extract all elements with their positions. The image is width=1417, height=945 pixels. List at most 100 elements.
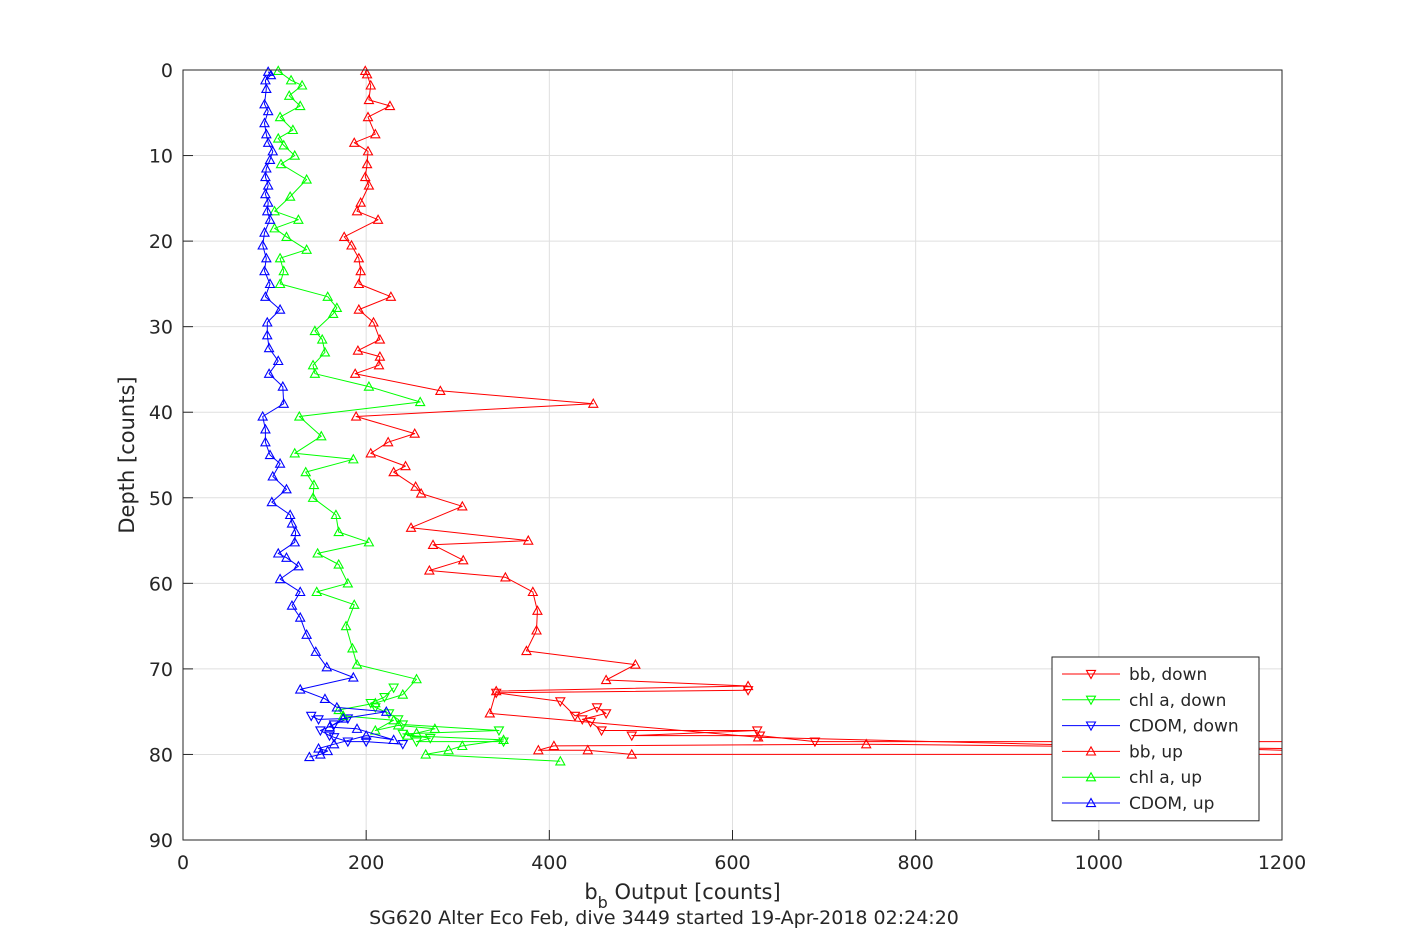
legend-marker (1085, 669, 1097, 680)
data-point (600, 674, 612, 685)
data-point (328, 738, 340, 749)
data-point (424, 734, 436, 744)
data-point (264, 278, 276, 289)
data-point (359, 171, 371, 182)
data-point (347, 453, 359, 464)
data-point (260, 162, 272, 173)
y-tick-label: 60 (149, 573, 173, 595)
data-point (269, 205, 281, 216)
x-tick-label: 400 (531, 852, 567, 874)
data-point (281, 483, 292, 494)
data-point (272, 547, 284, 558)
data-point (259, 98, 270, 109)
data-point (319, 693, 331, 703)
data-point (363, 179, 375, 190)
data-point (342, 737, 354, 748)
data-point (322, 291, 334, 301)
data-point (522, 534, 534, 545)
data-point (330, 509, 342, 520)
data-point (363, 380, 375, 391)
data-point (353, 278, 365, 289)
data-point (388, 734, 400, 745)
data-point (337, 712, 349, 723)
series-bb-down (490, 686, 1282, 748)
data-point (301, 173, 313, 184)
data-point (333, 558, 345, 569)
data-point (348, 137, 360, 147)
data-point (289, 447, 301, 458)
data-point (257, 239, 269, 250)
y-tick-label: 70 (149, 659, 173, 681)
data-point (261, 316, 273, 327)
data-point (582, 744, 594, 755)
data-point (285, 74, 297, 85)
data-point (259, 291, 271, 301)
data-point (591, 703, 603, 714)
data-point (313, 742, 324, 753)
data-point (327, 308, 339, 318)
x-axis-label-b: b (584, 880, 597, 904)
data-point (262, 179, 274, 190)
data-point (365, 79, 377, 90)
data-point (267, 145, 279, 156)
x-tick-label: 600 (714, 852, 750, 874)
data-point (338, 231, 350, 241)
data-point (400, 460, 411, 471)
data-point (316, 333, 328, 344)
data-point (278, 139, 290, 150)
data-point (264, 154, 276, 164)
data-point (294, 683, 306, 694)
data-point (369, 697, 381, 708)
data-point (290, 526, 302, 537)
data-point (423, 564, 435, 575)
data-point (414, 396, 426, 407)
data-point (443, 744, 455, 755)
data-point (315, 430, 327, 441)
data-point (405, 522, 417, 532)
data-point (331, 701, 343, 712)
data-point (374, 333, 386, 344)
legend-label: CDOM, down (1129, 717, 1239, 737)
data-point (372, 214, 384, 224)
data-point (532, 744, 544, 755)
data-point (411, 737, 422, 748)
data-point (527, 586, 539, 597)
legend-entry-bb-up: bb, up (1062, 742, 1183, 762)
data-point (289, 149, 301, 160)
data-point (269, 222, 281, 233)
data-point (420, 748, 432, 759)
data-point (340, 620, 352, 631)
data-point (349, 368, 361, 378)
data-point (350, 410, 362, 421)
data-point (274, 573, 286, 584)
y-axis-label: Depth [counts] (115, 376, 139, 533)
data-point (272, 355, 284, 366)
data-point (263, 342, 275, 353)
data-point (415, 487, 427, 498)
x-axis-label: bb Output [counts] (584, 880, 780, 912)
y-tick-label: 10 (149, 146, 173, 168)
data-point (312, 547, 324, 558)
y-tick-label: 40 (149, 402, 173, 424)
data-point (498, 734, 509, 745)
axis-ticks: 0 200 400 600 800 1000 1200 0 10 20 30 40 50 60 70 80 90 (149, 60, 1306, 874)
data-point (286, 517, 298, 528)
data-point (493, 726, 505, 737)
data-point (260, 128, 272, 139)
data-point (259, 436, 271, 447)
data-point (257, 410, 269, 421)
data-point (328, 720, 340, 731)
data-point (569, 711, 581, 722)
data-point (490, 688, 502, 699)
data-point (429, 723, 441, 733)
series-cdom-up (257, 66, 400, 762)
data-point (409, 427, 421, 438)
data-point (328, 733, 340, 743)
data-point (274, 252, 286, 263)
data-point (382, 436, 394, 447)
data-point (263, 368, 275, 378)
data-point (392, 719, 404, 730)
data-point (521, 645, 532, 656)
data-point (262, 196, 274, 207)
data-point (319, 346, 331, 357)
